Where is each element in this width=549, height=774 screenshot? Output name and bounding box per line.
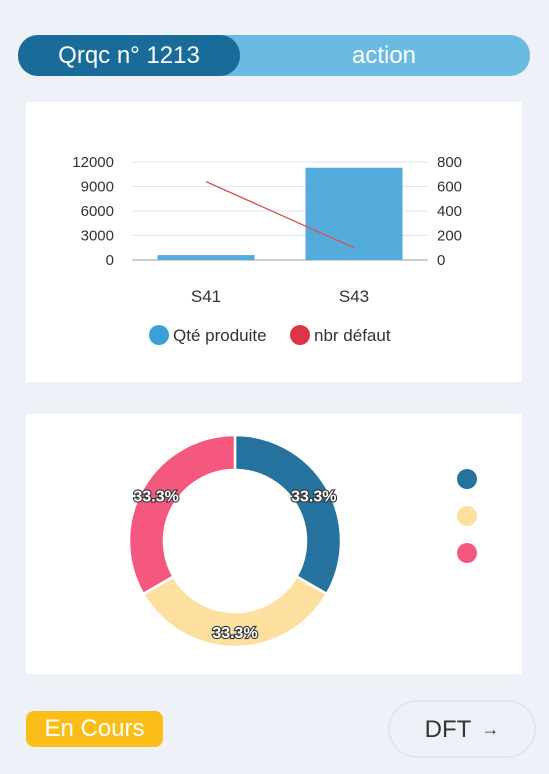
- right-axis-tick: 600: [437, 179, 462, 196]
- qrqc-title: Qrqc n° 1213: [18, 35, 240, 76]
- right-axis-tick: 0: [437, 252, 445, 269]
- donut-slice: [127, 433, 237, 596]
- donut-slice-label: 33.3%: [134, 489, 179, 506]
- dft-label: DFT: [424, 716, 472, 743]
- donut-slice-label: 33.3%: [291, 489, 336, 506]
- line-series-nbr-defaut: [205, 181, 355, 249]
- x-axis-tick: S43: [339, 287, 369, 306]
- qrqc-header: Qrqc n° 1213 action: [18, 35, 530, 76]
- x-axis-tick: S41: [191, 287, 221, 306]
- legend-dot: [457, 469, 477, 489]
- legend-dot: [457, 543, 477, 563]
- donut-chart: 33.3% 33.3% 33.3%: [127, 433, 477, 649]
- legend-swatch: [290, 325, 310, 345]
- status-badge: En Cours: [26, 711, 163, 747]
- right-axis-tick: 200: [437, 228, 462, 245]
- bar-chart: 12000 800 9000 600 6000 400 3000 200 0 0 S41 S43 Qté…: [72, 154, 462, 345]
- bar-chart-card: 12000 800 9000 600 6000 400 3000 200 0 0 S41 S43 Qté…: [26, 102, 522, 382]
- legend-dot: [457, 506, 477, 526]
- left-axis-tick: 6000: [81, 203, 114, 220]
- donut-chart-card: 33.3% 33.3% 33.3%: [26, 414, 522, 674]
- bar-s41: [157, 255, 255, 260]
- left-axis-tick: 12000: [72, 154, 114, 171]
- bar-s43: [305, 167, 403, 260]
- donut-slice-label: 33.3%: [212, 625, 257, 642]
- legend-label: nbr défaut: [314, 326, 391, 345]
- left-axis-tick: 9000: [81, 179, 114, 196]
- right-axis-tick: 400: [437, 203, 462, 220]
- legend-label: Qté produite: [173, 326, 267, 345]
- dft-button[interactable]: DFT →: [388, 700, 536, 758]
- left-axis-tick: 3000: [81, 228, 114, 245]
- action-tab[interactable]: action: [351, 42, 417, 69]
- legend-swatch: [149, 325, 169, 345]
- left-axis-tick: 0: [106, 252, 114, 269]
- right-axis-tick: 800: [437, 154, 462, 171]
- arrow-right-icon: →: [481, 719, 500, 739]
- donut-slice: [233, 433, 343, 596]
